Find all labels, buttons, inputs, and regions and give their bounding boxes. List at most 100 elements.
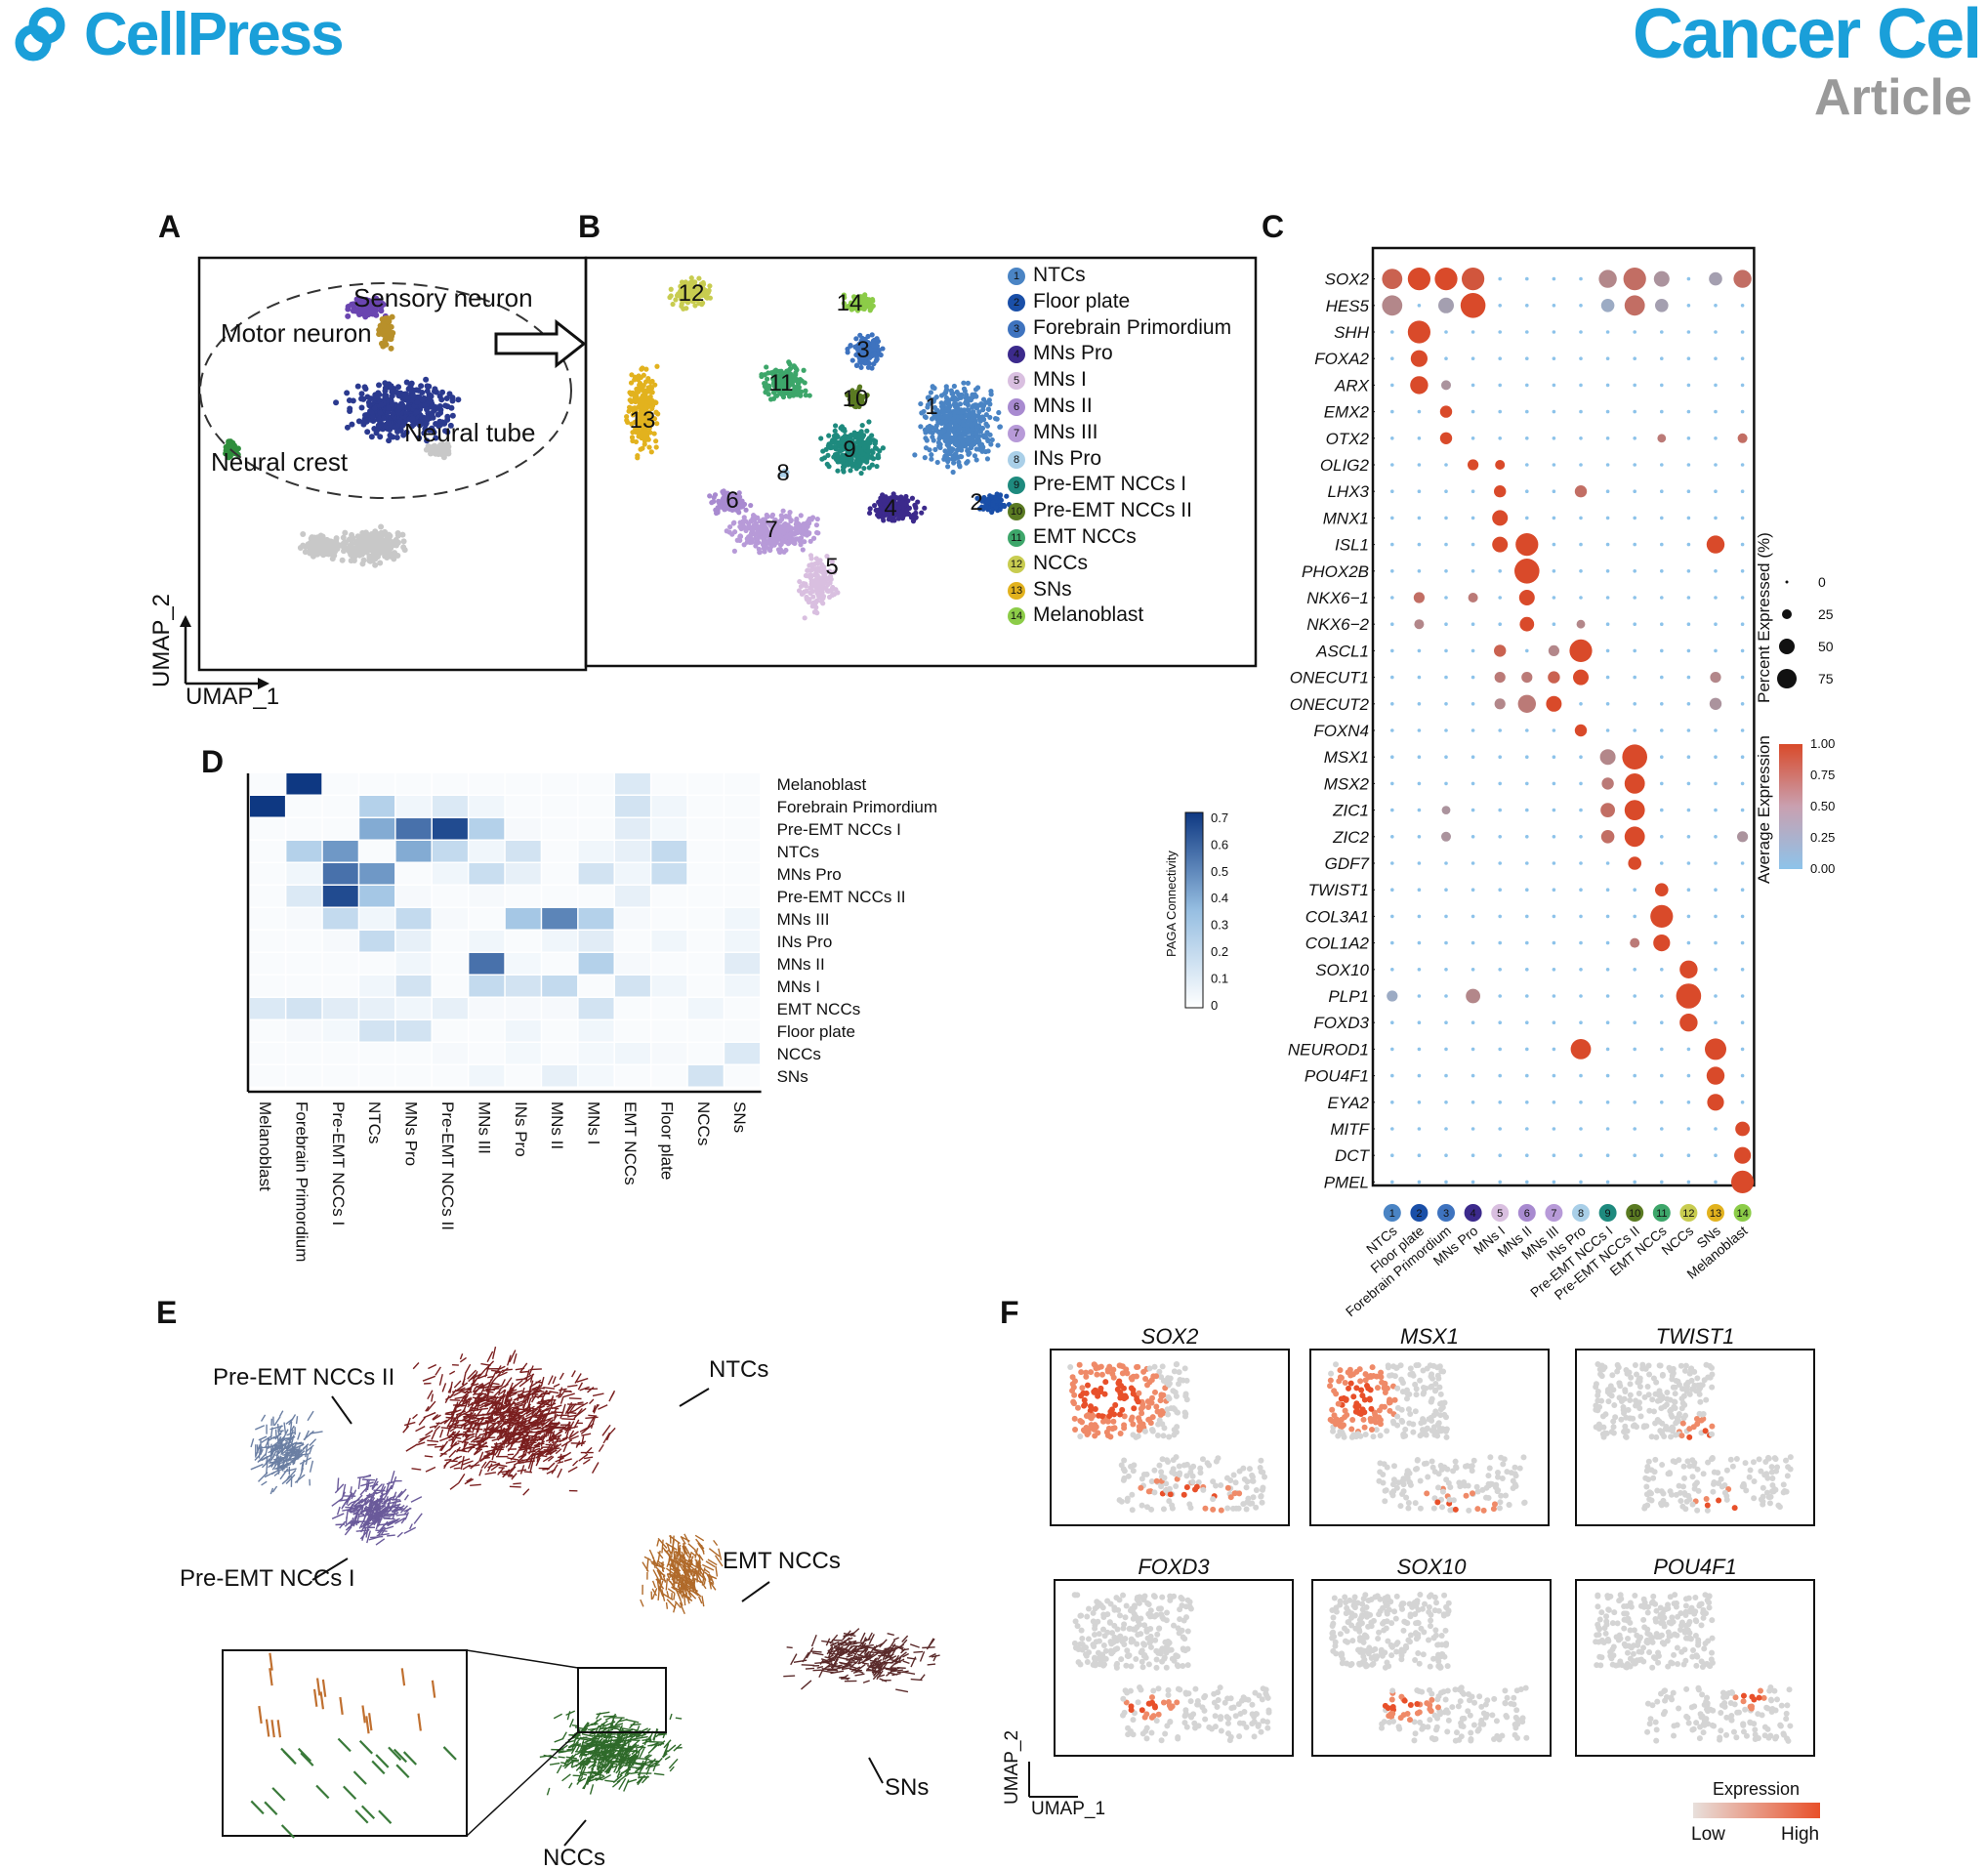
panel-c-dot [1599,749,1616,766]
panel-d-col-label: MNs III [475,1101,493,1154]
panel-c-dot [1710,672,1721,684]
panel-d-cell [469,796,505,817]
panel-c-gene-label: OTX2 [1326,430,1370,448]
panel-c-dot [1714,622,1718,626]
panel-c-gene-label: SOX10 [1315,961,1369,979]
panel-b-cluster-14-cells [841,292,876,313]
panel-c-dot [1686,940,1691,945]
panel-c-cluster-number: 7 [1551,1208,1556,1220]
panel-c-dot [1441,806,1451,814]
panel-c-dot [1552,1153,1556,1157]
panel-e-pointer [311,1558,349,1581]
panel-c-dot [1470,781,1475,786]
panel-d-cell [687,953,724,975]
panel-d-cell [651,976,687,997]
panel-c-cluster-number: 11 [1656,1208,1667,1220]
panel-b-cluster-2-cells [974,491,1014,516]
panel-c-dot [1605,542,1610,547]
panel-c-dot [1579,569,1583,573]
panel-d-col-label: Melanoblast [256,1101,274,1191]
panel-d-cell [286,1020,322,1042]
panel-b-cluster-1-cells [912,380,1004,476]
panel-c-dot [1552,276,1556,281]
panel-d-cell [322,1065,358,1087]
panel-c-gene-label: COL3A1 [1305,907,1369,926]
panel-d-cell [615,818,650,840]
panel-d-row-label: Melanoblast [777,775,867,794]
panel-c-dot [1633,596,1636,600]
panel-d-cell [250,931,285,952]
panel-c-dot [1653,270,1670,287]
panel-c-dot [1470,383,1475,388]
panel-d-cell [651,841,687,862]
panel-e-inset-arrows [250,1652,457,1839]
panel-c-dot [1444,330,1448,334]
panel-c-dot [1740,489,1745,493]
panel-c-dot [1525,1153,1529,1157]
panel-c-dot [1390,1020,1394,1024]
panel-c-gene-label: NKX6−1 [1306,589,1369,607]
panel-c-dot [1605,569,1610,573]
panel-c-dot [1390,781,1394,786]
panel-c-cluster-number: 8 [1578,1208,1584,1220]
panel-c-dot [1498,1127,1502,1131]
panel-c-dot [1498,1020,1502,1024]
panel-b-cluster-number: 8 [776,460,789,486]
panel-d-cell [286,818,322,840]
panel-c-dot [1552,994,1556,998]
panel-c-dot [1633,1153,1636,1157]
panel-c-dot [1444,888,1448,892]
panel-c-dot [1548,671,1560,684]
panel-c-dot [1444,702,1448,706]
panel-c-dot [1660,702,1664,706]
panel-c-dot [1624,800,1645,820]
panel-d-cell [433,1043,468,1064]
panel-d-cell [578,998,614,1019]
panel-d-cell [505,818,541,840]
panel-c-dot [1390,755,1394,759]
panel-d-cell [395,1043,432,1064]
panel-d-cell [687,818,724,840]
panel-c-dot [1740,409,1745,414]
panel-d-cell [505,976,541,997]
panel-c-dot [1470,330,1475,334]
panel-a-label-neural-crest: Neural crest [211,447,349,477]
panel-c-dot [1470,542,1475,547]
panel-c-dot [1633,569,1636,573]
panel-d-cell [469,908,505,930]
panel-c-dot [1552,808,1556,812]
panel-c-dot [1660,861,1664,865]
panel-d-cell [286,908,322,930]
panel-c-cluster-marker [1383,1204,1401,1222]
panel-c-dot [1444,569,1448,573]
panel-d-cell [505,886,541,907]
panel-d-cell [542,841,578,862]
panel-d-cell [250,1043,285,1064]
panel-c-dot [1444,622,1448,626]
panel-c-dot [1660,1073,1664,1078]
panel-c-dot [1579,356,1583,360]
panel-d-cell [359,998,395,1019]
panel-d-cell [651,953,687,975]
panel-c-legend-expr-value: 0.00 [1810,861,1835,876]
panel-c-cluster-marker [1626,1204,1644,1222]
panel-b-legend-label: Pre-EMT NCCs I [1033,473,1187,496]
panel-c-dot [1498,436,1502,440]
panel-b-legend-swatch: 3 [1008,319,1025,338]
panel-c-dot [1686,276,1691,281]
panel-c-gene-label: PMEL [1324,1173,1369,1191]
panel-c-dot [1407,320,1430,344]
panel-c-dot [1417,1153,1422,1157]
panel-d-cell [725,953,761,975]
panel-c-dot [1740,968,1745,972]
panel-c-dot [1579,1127,1583,1131]
panel-c-cluster-marker [1679,1204,1698,1222]
panel-d-cell [395,1020,432,1042]
panel-c-dot [1498,1073,1502,1078]
panel-b-cluster-13-cells [624,363,661,461]
panel-c-dot [1714,356,1718,360]
panel-c-dot [1407,268,1430,291]
panel-d-row-label: MNs II [777,955,825,974]
panel-b-cluster-number: 1 [925,394,937,420]
panel-c-dot [1633,622,1636,626]
